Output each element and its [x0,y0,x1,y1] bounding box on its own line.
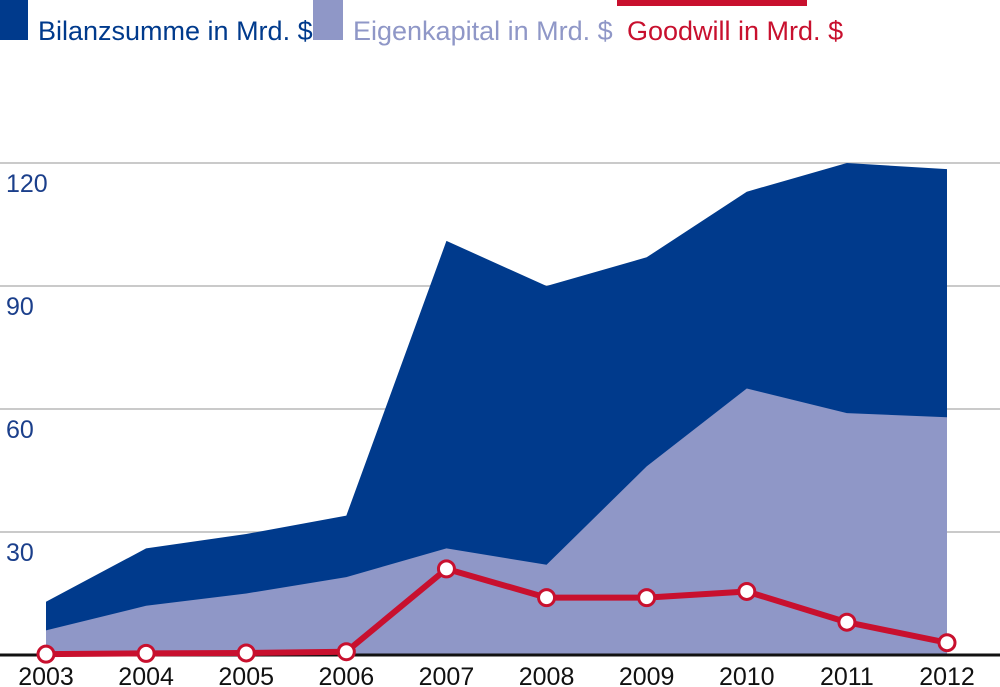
goodwill-point [336,642,356,662]
goodwill-line [45,565,948,658]
goodwill-point [637,588,657,608]
x-tick-label: 2011 [820,663,874,687]
y-axis-labels: 30 60 90 120 [6,170,48,567]
x-tick-label: 2004 [118,663,174,687]
x-tick-label: 2009 [619,663,675,687]
x-tick-label: 2012 [919,663,975,687]
goodwill-point [136,643,156,663]
x-tick-label: 2006 [319,663,375,687]
legend-label-bilanzsumme: Bilanzsumme in Mrd. $ [38,16,313,46]
legend-swatch-eigenkapital [313,0,343,40]
goodwill-point [937,633,957,653]
y-tick-label: 60 [6,416,34,444]
goodwill-point [837,612,857,632]
goodwill-point [236,643,256,663]
goodwill-series [36,559,957,664]
y-tick-label: 120 [6,170,48,198]
legend: Bilanzsumme in Mrd. $ Eigenkapital in Mr… [0,0,843,46]
x-tick-label: 2008 [519,663,575,687]
legend-swatch-bilanzsumme [0,0,28,40]
legend-swatch-goodwill [617,0,807,6]
goodwill-point [36,644,56,664]
legend-label-eigenkapital: Eigenkapital in Mrd. $ [353,16,613,46]
goodwill-point [436,559,456,579]
goodwill-point [737,581,757,601]
x-tick-label: 2007 [419,663,475,687]
x-tick-label: 2003 [18,663,74,687]
y-tick-label: 30 [6,539,34,567]
area-eigenkapital [46,388,947,655]
y-tick-label: 90 [6,293,34,321]
plot-areas [46,163,947,655]
x-tick-label: 2005 [218,663,274,687]
x-tick-label: 2010 [719,663,775,687]
x-axis-labels: 2003 2004 2005 2006 2007 2008 2009 2010 2011 2012 [18,663,975,687]
legend-label-goodwill: Goodwill in Mrd. $ [627,16,843,46]
goodwill-point [537,588,557,608]
